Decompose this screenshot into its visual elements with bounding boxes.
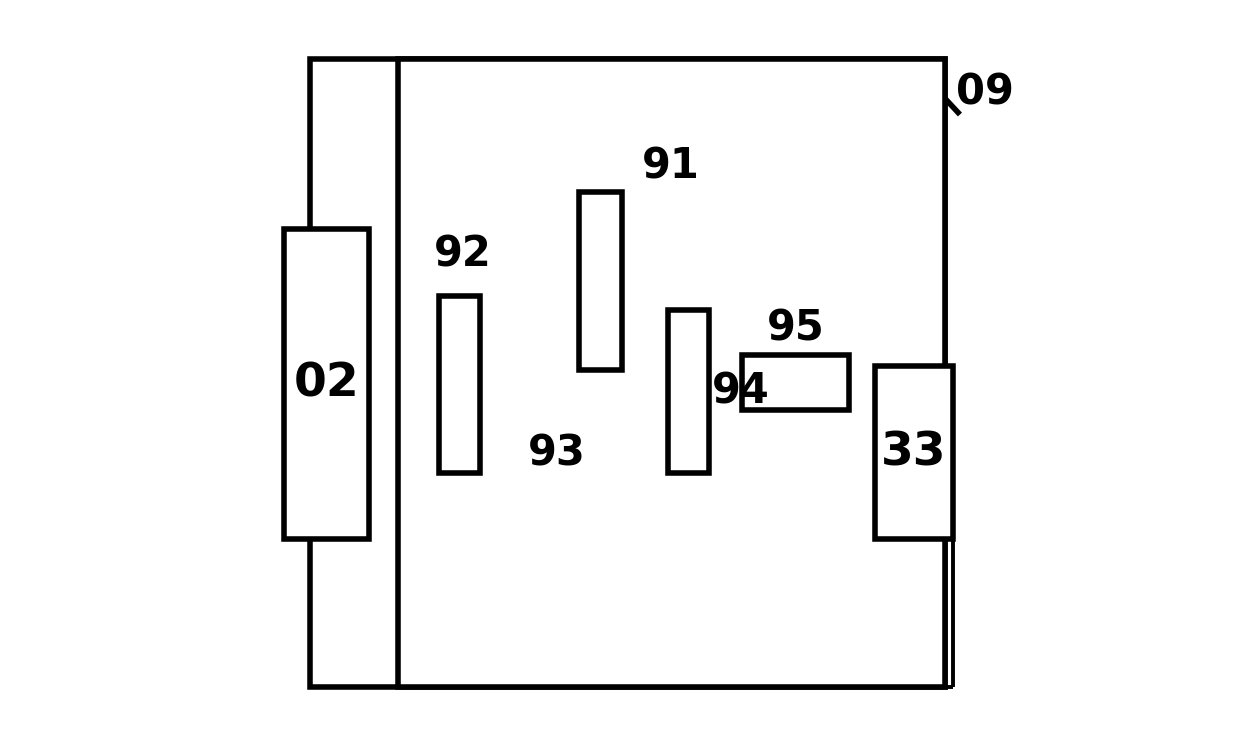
- Bar: [742, 355, 849, 410]
- Text: 02: 02: [294, 362, 360, 406]
- Text: 91: 91: [642, 146, 701, 187]
- Bar: [310, 59, 945, 687]
- Bar: [579, 192, 622, 370]
- Bar: [284, 229, 368, 539]
- Bar: [875, 366, 952, 539]
- Bar: [398, 59, 945, 687]
- Text: 95: 95: [768, 308, 825, 350]
- Text: 94: 94: [712, 371, 770, 412]
- Bar: [439, 296, 480, 473]
- Text: 33: 33: [880, 430, 946, 475]
- Bar: [668, 310, 709, 473]
- Text: 93: 93: [528, 432, 585, 474]
- Text: 92: 92: [434, 234, 491, 276]
- Text: 09: 09: [956, 72, 1014, 113]
